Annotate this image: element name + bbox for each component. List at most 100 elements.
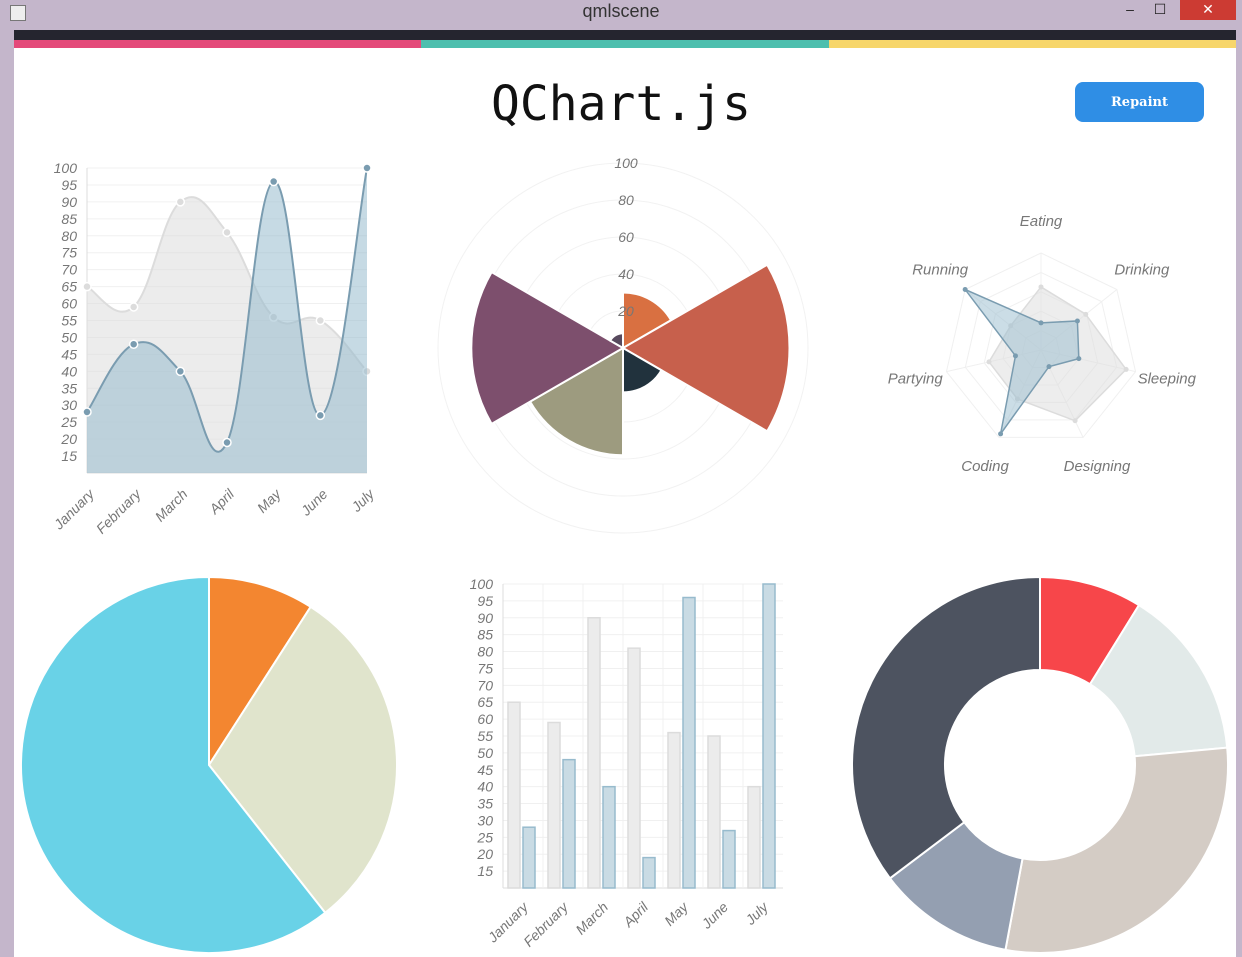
radar-label: Coding [961, 458, 1009, 475]
y-tick-label: 15 [61, 448, 77, 464]
y-tick-label: 95 [477, 593, 493, 609]
y-tick-label: 35 [61, 380, 77, 396]
bar [562, 758, 576, 889]
maximize-button[interactable]: ☐ [1153, 1, 1167, 17]
x-tick-label: May [254, 485, 285, 516]
y-tick-label: 25 [476, 829, 493, 845]
window-title: qmlscene [582, 1, 660, 21]
radar-label: Eating [1020, 213, 1063, 230]
x-tick-label: May [661, 898, 692, 929]
bar [627, 647, 641, 889]
data-point [1083, 311, 1089, 317]
data-point [1038, 284, 1044, 290]
radar-label: Partying [888, 371, 944, 388]
bar [682, 596, 696, 889]
bar [587, 617, 601, 889]
polar-segment [621, 263, 791, 433]
pie-chart-slice [20, 575, 327, 954]
y-tick-label: 65 [61, 279, 77, 295]
y-tick-label: 35 [477, 796, 493, 812]
data-point [1046, 364, 1052, 370]
y-tick-label: 75 [61, 245, 77, 261]
bar [522, 826, 536, 889]
y-tick-label: 80 [477, 644, 493, 660]
data-point [998, 431, 1004, 437]
app-icon [10, 5, 26, 21]
y-tick-label: 40 [477, 779, 493, 795]
y-tick-label: 40 [61, 363, 77, 379]
y-tick-label: 70 [61, 262, 77, 278]
bar [762, 583, 776, 889]
pie-chart [20, 575, 398, 954]
y-tick-label: 75 [477, 660, 493, 676]
data-point [1038, 320, 1044, 326]
series-area [87, 168, 367, 473]
data-point [82, 281, 92, 292]
x-tick-label: March [152, 486, 191, 525]
doughnut-chart-slice [851, 575, 1041, 880]
y-tick-label: 90 [477, 610, 493, 626]
y-tick-label: 60 [61, 296, 77, 312]
radar-chart: Eating Drinking Sleeping Designing Coding Par… [888, 213, 1197, 475]
page-title: QChart.js [490, 76, 752, 132]
ring [437, 162, 809, 534]
radar-series [962, 287, 1080, 435]
y-tick-label: 45 [61, 346, 77, 362]
data-point [222, 227, 232, 238]
y-tick-label: 25 [60, 414, 77, 430]
repaint-button[interactable]: Repaint [1075, 82, 1204, 122]
y-tick-label: 30 [477, 812, 493, 828]
y-tick-label: 20 [60, 431, 77, 447]
x-tick-label: February [520, 898, 572, 950]
data-point [175, 366, 186, 377]
polar-segment [622, 291, 673, 350]
bar [747, 785, 761, 889]
y-tick-label: 100 [54, 160, 78, 176]
polar-segment [608, 332, 624, 350]
x-tick-label: June [698, 899, 732, 933]
stripe-yellow [829, 40, 1236, 48]
x-tick-label: July [347, 485, 377, 515]
data-point [268, 176, 279, 187]
x-tick-label: February [93, 485, 145, 537]
top-dark-bar [14, 30, 1236, 40]
bar-chart: 1009590858075706560555045403530252015Jan… [470, 576, 783, 950]
y-tick-label: 70 [477, 677, 493, 693]
minimize-button[interactable]: ‒ [1126, 1, 1134, 17]
radar-grid [945, 252, 1137, 438]
data-point [82, 407, 92, 417]
data-point [986, 359, 992, 365]
stripe-teal [421, 40, 829, 48]
data-point [1123, 366, 1129, 372]
radar-label: Designing [1064, 458, 1131, 475]
y-tick-label: 90 [61, 194, 77, 210]
polar-segment [528, 346, 624, 457]
radar-grid [964, 271, 1118, 421]
data-point [362, 163, 372, 173]
doughnut-chart-slice [1088, 603, 1229, 758]
stripe-pink [14, 40, 421, 48]
y-tick-label: 95 [61, 177, 77, 193]
y-tick-label: 100 [470, 576, 494, 592]
bar [667, 731, 681, 889]
window-titlebar: qmlscene ‒ ☐ ✕ [0, 0, 1242, 30]
polar-segment [470, 270, 625, 426]
x-tick-label: April [619, 898, 651, 930]
y-tick-label: 30 [61, 397, 77, 413]
data-point [1074, 318, 1080, 324]
data-point [962, 287, 968, 293]
y-tick-label: 15 [477, 863, 493, 879]
bar [602, 785, 616, 889]
x-tick-label: July [741, 898, 771, 928]
r-tick-label: 100 [614, 155, 638, 171]
x-tick-label: March [572, 899, 611, 938]
close-button[interactable]: ✕ [1180, 0, 1236, 20]
y-tick-label: 55 [61, 313, 77, 329]
data-point [1012, 353, 1018, 359]
x-tick-label: January [50, 485, 98, 533]
data-point [1072, 418, 1078, 424]
r-tick-label: 80 [618, 192, 634, 208]
bar [722, 829, 736, 889]
y-tick-label: 85 [477, 627, 493, 643]
